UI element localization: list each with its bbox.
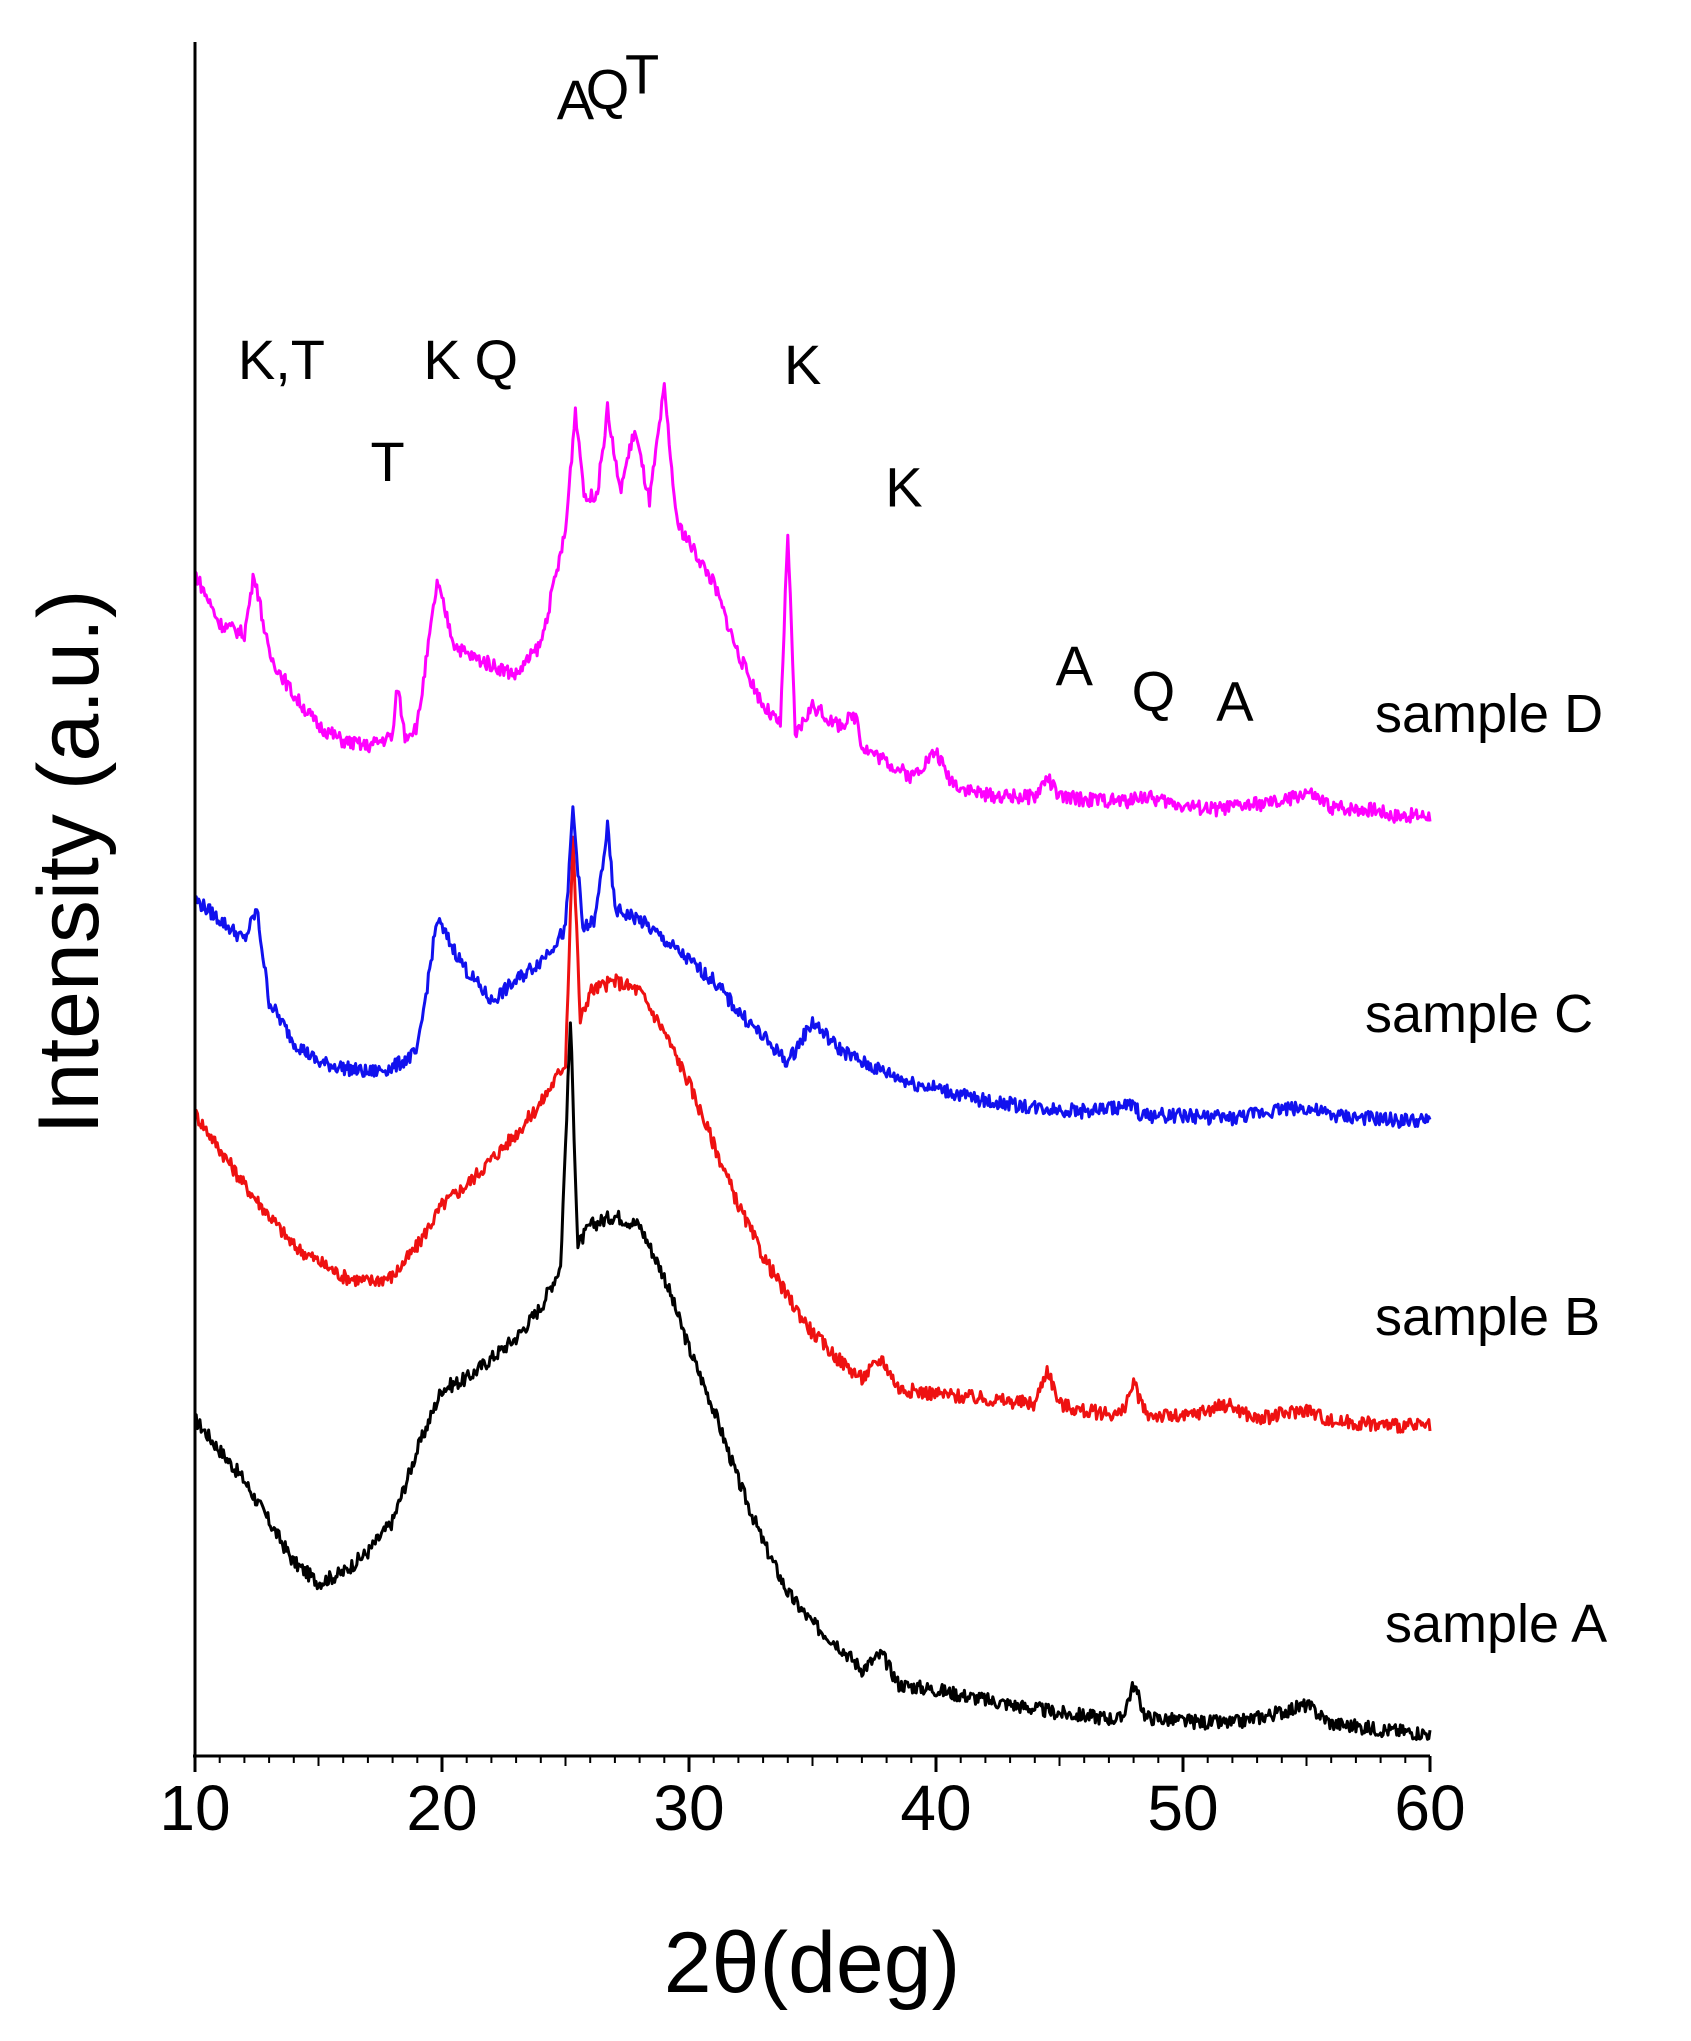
x-tick-label-50: 50 xyxy=(1147,1772,1218,1844)
peak-label-11: A xyxy=(1216,670,1254,733)
x-axis-title: 2θ(deg) xyxy=(664,1915,960,2011)
series-label-sample-a: sample A xyxy=(1385,1594,1607,1654)
peak-label-6: T xyxy=(625,42,659,105)
x-tick-label-20: 20 xyxy=(406,1772,477,1844)
series-line-sample-a xyxy=(193,1021,1432,1741)
peak-label-10: Q xyxy=(1132,660,1176,723)
series-label-sample-c: sample C xyxy=(1365,984,1593,1044)
series-line-sample-c xyxy=(193,805,1432,1129)
series-line-sample-b xyxy=(193,835,1432,1434)
peak-label-3: Q xyxy=(475,328,519,391)
series-label-sample-b: sample B xyxy=(1375,1287,1600,1347)
peak-label-4: A xyxy=(557,68,595,131)
peak-label-8: K xyxy=(885,456,922,519)
series-traces xyxy=(193,382,1432,1741)
x-axis-ticks: 10 20 30 40 50 60 xyxy=(159,1756,1466,1844)
series-labels: sample D sample C sample B sample A xyxy=(1365,684,1607,1654)
peak-label-0: K,T xyxy=(238,328,325,391)
series-line-sample-d xyxy=(193,382,1432,824)
peak-label-7: K xyxy=(784,333,821,396)
peak-label-2: K xyxy=(423,328,460,391)
x-tick-label-40: 40 xyxy=(900,1772,971,1844)
y-axis-title: Intensity (a.u.) xyxy=(21,590,117,1135)
series-label-sample-d: sample D xyxy=(1375,684,1603,744)
x-tick-label-10: 10 xyxy=(159,1772,230,1844)
x-tick-label-60: 60 xyxy=(1394,1772,1465,1844)
peak-label-5: Q xyxy=(586,58,630,121)
peak-label-9: A xyxy=(1056,634,1094,697)
x-tick-label-30: 30 xyxy=(653,1772,724,1844)
peak-label-1: T xyxy=(371,430,405,493)
